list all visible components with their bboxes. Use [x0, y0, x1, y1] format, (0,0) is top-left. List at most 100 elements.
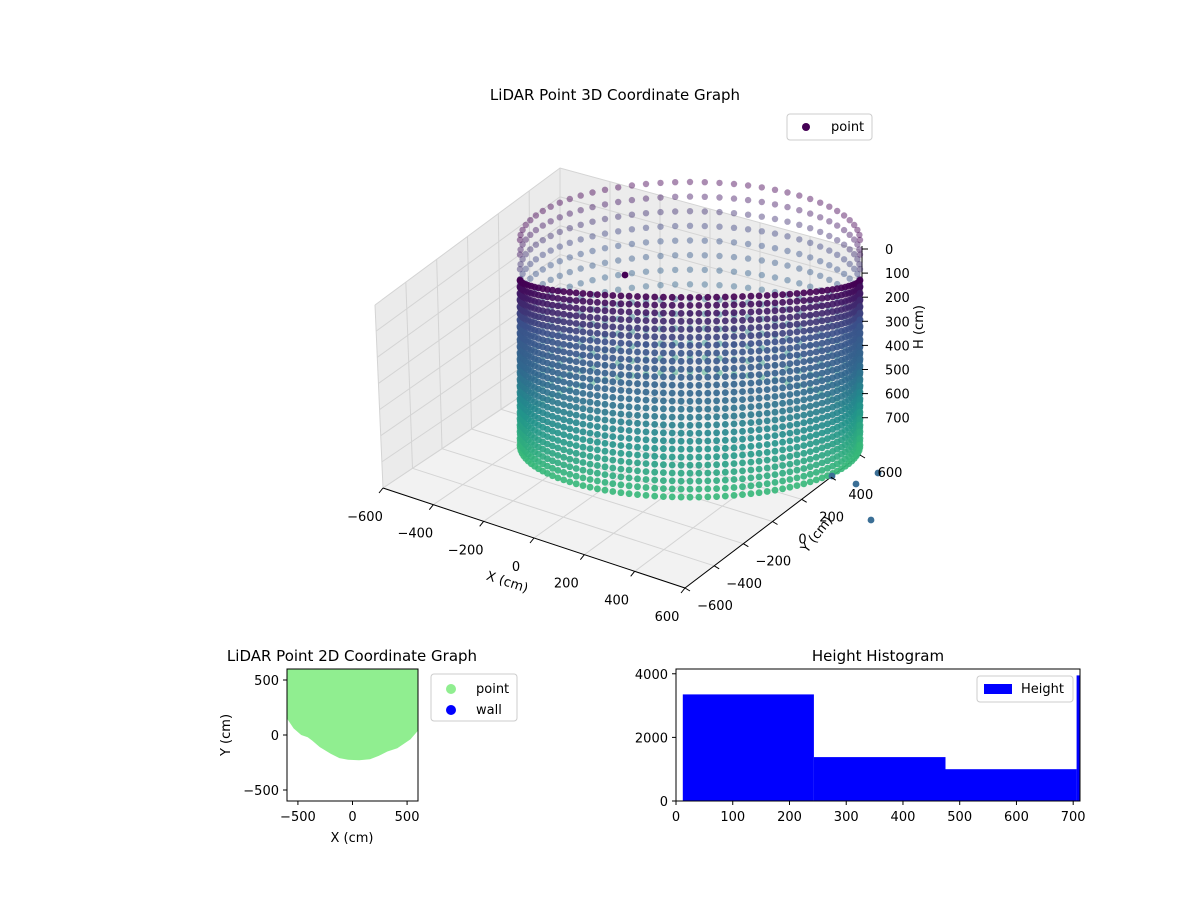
point [539, 266, 546, 273]
point [818, 407, 826, 414]
point [572, 350, 580, 358]
point [771, 416, 779, 424]
x-tick-mark [378, 487, 384, 494]
point [793, 320, 801, 328]
point [856, 336, 864, 343]
point [522, 251, 529, 258]
point [554, 347, 562, 355]
point [668, 373, 676, 381]
point [601, 361, 609, 369]
point [747, 371, 755, 379]
point [660, 365, 667, 373]
point [686, 266, 694, 273]
point [744, 182, 752, 189]
point [793, 297, 801, 305]
point [544, 411, 551, 418]
point [793, 466, 801, 474]
point [668, 381, 676, 389]
point [826, 276, 833, 283]
point [771, 330, 779, 338]
point [651, 492, 659, 500]
point [634, 324, 641, 332]
point [625, 348, 633, 355]
point [586, 352, 594, 360]
point [601, 245, 609, 252]
point [730, 349, 738, 356]
point [589, 277, 596, 284]
point [800, 480, 808, 488]
point [560, 303, 568, 311]
point [739, 443, 746, 451]
point [800, 373, 808, 381]
point [677, 349, 685, 357]
point [625, 308, 633, 316]
point [642, 460, 650, 467]
point [806, 334, 814, 342]
point [755, 394, 763, 402]
point [668, 293, 676, 301]
point [806, 410, 814, 418]
point [617, 402, 625, 410]
point [668, 445, 676, 453]
point [824, 420, 831, 428]
point [763, 315, 771, 323]
point [566, 417, 574, 425]
point [713, 389, 720, 397]
point [677, 413, 685, 421]
point [716, 179, 723, 187]
point [771, 479, 779, 486]
point [589, 189, 596, 196]
legend-2d-point-marker [446, 684, 456, 694]
point [713, 453, 720, 461]
point [800, 312, 808, 320]
point [532, 256, 540, 263]
point [713, 293, 720, 301]
point [716, 238, 723, 245]
point [625, 419, 633, 426]
point [779, 376, 786, 384]
point [609, 480, 617, 488]
point [796, 192, 803, 199]
point [744, 284, 752, 291]
point [594, 330, 601, 337]
point [651, 413, 659, 420]
point [617, 292, 625, 300]
point [824, 390, 831, 398]
point [651, 341, 659, 349]
point [744, 211, 752, 218]
point [549, 442, 556, 450]
point [554, 377, 562, 385]
point [642, 404, 650, 412]
point [660, 413, 667, 421]
point [609, 472, 617, 480]
point [713, 325, 720, 333]
point [713, 429, 720, 437]
legend-3d: point [786, 113, 873, 141]
point [560, 438, 568, 446]
y-tick-mark [743, 543, 749, 548]
point [544, 352, 551, 360]
point [544, 344, 551, 352]
point [549, 286, 556, 294]
point [755, 426, 763, 434]
point [566, 478, 574, 486]
point [739, 483, 746, 491]
point [812, 408, 820, 416]
point [519, 241, 526, 248]
point [572, 312, 580, 320]
point [739, 475, 746, 483]
point [806, 326, 814, 334]
point [617, 481, 625, 489]
point [572, 434, 580, 442]
point [721, 405, 729, 412]
point [747, 427, 755, 434]
point [730, 253, 738, 261]
point [779, 384, 786, 392]
point [668, 325, 676, 333]
legend-hist: Height [976, 675, 1074, 703]
point [779, 407, 786, 415]
point [854, 256, 861, 263]
point [730, 341, 738, 348]
point [547, 262, 554, 269]
point [625, 332, 633, 340]
